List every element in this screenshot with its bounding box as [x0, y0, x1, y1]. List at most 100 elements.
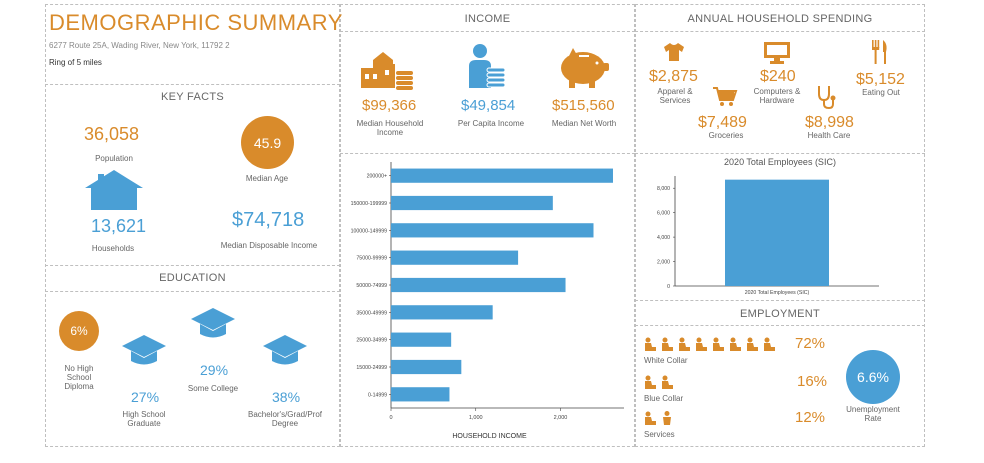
worker-icon [645, 375, 656, 389]
services-icons [644, 411, 684, 425]
x-tick-label: 2,000 [554, 415, 568, 421]
education-title: EDUCATION [159, 272, 226, 284]
y-tick-label: 200000+ [367, 174, 387, 180]
no-hs-label: No High School Diploma [64, 364, 94, 392]
x-tick-label: 0 [389, 415, 392, 421]
worker-icon [696, 337, 707, 351]
divider [45, 84, 340, 85]
income-bar [391, 223, 594, 238]
eating-out-value: $5,152 [856, 71, 905, 88]
white-collar-label: White Collar [644, 356, 688, 365]
income-bar [391, 195, 553, 211]
income-bar [391, 332, 452, 347]
income-bar [391, 305, 493, 320]
y-tick-label: 8,000 [657, 186, 670, 192]
services-value: 12% [795, 409, 826, 426]
apparel-value: $2,875 [649, 68, 698, 85]
employment-title: EMPLOYMENT [739, 308, 820, 320]
divider [45, 265, 340, 266]
spending-column [635, 4, 925, 447]
households-label: Households [91, 244, 135, 253]
graduation-cap-icon [263, 335, 307, 365]
health-care-label: Health Care [807, 131, 851, 140]
total-employees-chart: 2020 Total Employees (SIC) 0 2,000 4,000 6,0… [657, 157, 879, 296]
factory-coins-icon [361, 52, 413, 90]
no-hs-circle: 6% [59, 311, 99, 351]
divider [635, 325, 925, 326]
median-disposable-income-value: $74,718 [232, 209, 305, 231]
median-age-circle: 45.9 [241, 116, 294, 169]
y-tick-label: 100000-149999 [351, 228, 387, 234]
divider [340, 31, 635, 32]
chart-title: 2020 Total Employees (SIC) [724, 157, 836, 167]
spending-title: ANNUAL HOUSEHOLD SPENDING [687, 13, 873, 25]
net-worth-label: Median Net Worth [551, 119, 617, 128]
median-hh-income-value: $99,366 [362, 97, 417, 114]
population-value: 36,058 [84, 124, 140, 144]
person-coins-icon [469, 44, 506, 88]
bachelor-label: Bachelor's/Grad/Prof Degree [247, 410, 322, 429]
demographics-column [45, 4, 340, 447]
worker-icon [747, 337, 758, 351]
apparel-label: Apparel & Services [657, 87, 693, 106]
y-tick-label: 4,000 [657, 235, 670, 241]
worker-icon [730, 337, 741, 351]
y-tick-label: 0-14999 [368, 392, 387, 398]
worker-icon [662, 337, 673, 351]
median-hh-income-label: Median Household Income [356, 119, 424, 138]
per-capita-income-label: Per Capita Income [457, 119, 525, 128]
y-tick-label: 50000-74999 [356, 283, 387, 289]
y-tick-label: 6,000 [657, 211, 670, 217]
y-tick-label: 0 [667, 284, 670, 290]
income-bar [391, 277, 566, 293]
house-icon [85, 170, 143, 210]
worker-icon [713, 337, 724, 351]
unemployment-label: Unemployment Rate [846, 405, 900, 424]
median-disposable-income-label: Median Disposable Income [220, 241, 318, 250]
white-collar-icons [644, 337, 784, 351]
income-bar [391, 168, 613, 183]
white-collar-value: 72% [795, 335, 826, 352]
groceries-label: Groceries [708, 131, 744, 140]
x-tick-label: 2020 Total Employees (SIC) [745, 290, 810, 296]
college-label: Some College [187, 384, 239, 393]
net-worth-value: $515,560 [552, 97, 615, 114]
unemployment-circle: 6.6% [846, 350, 900, 404]
per-capita-income-value: $49,854 [461, 97, 516, 114]
blue-collar-value: 16% [797, 373, 828, 390]
divider [635, 153, 925, 154]
shirt-icon [664, 43, 684, 61]
hs-value: 27% [131, 389, 160, 405]
health-care-value: $8,998 [805, 114, 854, 131]
bachelor-value: 38% [272, 389, 301, 405]
income-bar [391, 387, 450, 402]
services-label: Services [644, 430, 675, 439]
worker-icon [645, 411, 656, 425]
divider [635, 300, 925, 301]
divider [45, 291, 340, 292]
computer-icon [764, 42, 790, 64]
worker-icon [662, 375, 673, 389]
fork-knife-icon [872, 40, 887, 64]
piggy-bank-icon [561, 48, 609, 88]
shopping-cart-icon [713, 87, 738, 106]
households-value: 13,621 [91, 216, 147, 236]
groceries-value: $7,489 [698, 114, 747, 131]
y-tick-label: 15000-24999 [356, 365, 387, 371]
stethoscope-icon [818, 86, 836, 110]
median-age-value: 45.9 [253, 134, 282, 151]
income-title: INCOME [464, 13, 511, 25]
graduation-cap-icon [191, 308, 235, 338]
household-income-chart: 200000+ 150000-199999 100000-149999 75000-9… [351, 162, 624, 440]
median-age-label: Median Age [245, 174, 289, 183]
population-label: Population [95, 154, 133, 163]
worker-icon [663, 411, 671, 425]
blue-collar-icons [644, 375, 684, 389]
income-bar [391, 359, 462, 375]
x-tick-label: 1,000 [469, 415, 483, 421]
blue-collar-label: Blue Collar [644, 394, 684, 403]
y-tick-label: 35000-49999 [356, 310, 387, 316]
y-tick-label: 75000-99999 [356, 256, 387, 262]
ring-text: Ring of 5 miles [49, 58, 102, 67]
address: 6277 Route 25A, Wading River, New York, … [49, 41, 230, 50]
